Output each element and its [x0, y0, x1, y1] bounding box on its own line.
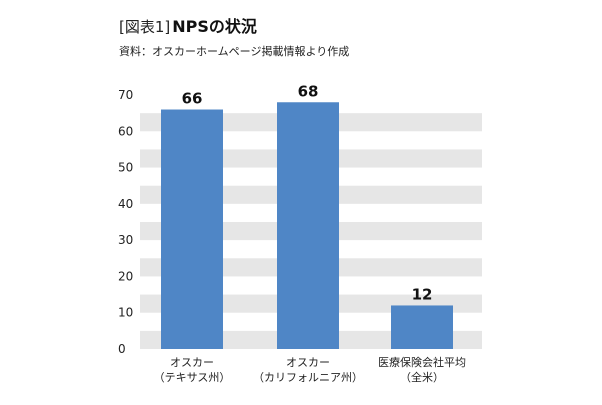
- category-labels: オスカー （テキサス州） オスカー （カリフォルニア州） 医療保険会社平均（全米）: [154, 355, 466, 384]
- bar: [277, 102, 339, 349]
- y-tick-labels: 0 10 20 30 40 50 60 70: [118, 88, 133, 356]
- category-label: オスカー: [170, 356, 214, 369]
- y-tick-label: 50: [118, 161, 133, 175]
- y-tick-label: 70: [118, 88, 133, 102]
- category-label: （テキサス州）: [154, 371, 231, 384]
- data-label: 68: [298, 82, 319, 100]
- y-tick-label: 60: [118, 124, 133, 138]
- data-label: 12: [412, 285, 433, 303]
- y-tick-label: 10: [118, 306, 133, 320]
- category-label: 医療保険会社平均: [378, 355, 466, 369]
- data-label: 66: [182, 90, 203, 108]
- category-label: （全米）: [400, 370, 444, 384]
- y-tick-label: 20: [118, 269, 133, 283]
- title-row: [図表1] NPSの状況: [119, 13, 257, 37]
- y-tick-label: 40: [118, 197, 133, 211]
- category-label: （カリフォルニア州）: [253, 371, 363, 384]
- y-tick-label: 30: [118, 233, 133, 247]
- bar: [391, 305, 453, 349]
- data-labels: 66 68 12: [182, 82, 433, 303]
- figure-label: [図表1]: [119, 18, 171, 36]
- bars: [161, 102, 453, 349]
- bar: [161, 109, 223, 349]
- y-tick-label: 0: [118, 342, 126, 356]
- chart-source: 資料：オスカーホームページ掲載情報より作成: [119, 45, 350, 58]
- chart-title: NPSの状況: [172, 17, 257, 36]
- category-label: オスカー: [286, 356, 330, 369]
